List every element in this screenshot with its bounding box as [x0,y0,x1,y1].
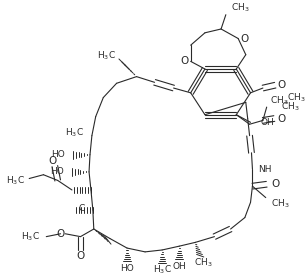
Text: CH$_3$: CH$_3$ [231,2,249,14]
Text: OH: OH [173,262,186,271]
Text: CH$_3$: CH$_3$ [271,197,290,209]
Text: O: O [49,156,57,166]
Text: O: O [180,56,188,66]
Text: CH$_3$: CH$_3$ [281,101,300,113]
Text: CH$_3$: CH$_3$ [270,94,289,107]
Text: HO: HO [52,150,65,159]
Text: H$_3$C: H$_3$C [153,264,172,276]
Text: O: O [278,80,286,90]
Text: O: O [278,113,286,124]
Text: OH: OH [261,118,275,127]
Text: O: O [56,229,65,239]
Text: O: O [241,33,249,44]
Text: H$_3$C: H$_3$C [97,49,116,62]
Text: O: O [271,179,279,189]
Text: H$_3$C: H$_3$C [21,230,40,243]
Text: HO: HO [120,264,134,273]
Text: C: C [79,204,85,213]
Text: CH$_3$: CH$_3$ [287,91,305,104]
Text: HO: HO [51,167,64,176]
Text: NH: NH [258,164,272,174]
Text: CH$_3$: CH$_3$ [194,256,212,269]
Text: H$_3$C: H$_3$C [65,127,84,139]
Text: H$_3$C: H$_3$C [6,174,25,187]
Text: O: O [76,251,85,261]
